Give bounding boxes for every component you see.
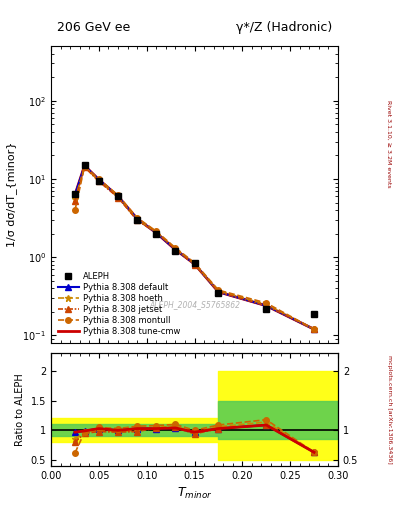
Line: Pythia 8.308 hoeth: Pythia 8.308 hoeth bbox=[72, 163, 318, 333]
Pythia 8.308 tune-cmw bbox=[264, 303, 269, 309]
Pythia 8.308 montull bbox=[173, 245, 178, 251]
Pythia 8.308 default bbox=[116, 193, 120, 199]
Line: ALEPH: ALEPH bbox=[72, 162, 318, 317]
Pythia 8.308 montull bbox=[116, 192, 120, 198]
Pythia 8.308 hoeth bbox=[216, 288, 221, 294]
ALEPH bbox=[264, 306, 269, 312]
Pythia 8.308 jetset bbox=[154, 229, 159, 236]
Pythia 8.308 montull bbox=[264, 300, 269, 306]
ALEPH bbox=[312, 311, 316, 317]
Text: γ*/Z (Hadronic): γ*/Z (Hadronic) bbox=[236, 21, 332, 34]
ALEPH bbox=[192, 260, 197, 266]
Pythia 8.308 tune-cmw bbox=[97, 177, 101, 183]
Line: Pythia 8.308 jetset: Pythia 8.308 jetset bbox=[72, 164, 317, 332]
Pythia 8.308 hoeth bbox=[173, 246, 178, 252]
Pythia 8.308 default bbox=[97, 177, 101, 183]
Pythia 8.308 montull bbox=[216, 287, 221, 293]
Pythia 8.308 jetset bbox=[192, 262, 197, 268]
Pythia 8.308 montull bbox=[135, 215, 140, 221]
Pythia 8.308 tune-cmw bbox=[154, 230, 159, 236]
Pythia 8.308 tune-cmw bbox=[82, 163, 87, 169]
Line: Pythia 8.308 montull: Pythia 8.308 montull bbox=[72, 164, 317, 332]
X-axis label: $T_{minor}$: $T_{minor}$ bbox=[177, 486, 212, 501]
Pythia 8.308 tune-cmw bbox=[116, 193, 120, 199]
Pythia 8.308 default bbox=[154, 230, 159, 236]
Line: Pythia 8.308 default: Pythia 8.308 default bbox=[72, 163, 317, 332]
Pythia 8.308 hoeth bbox=[192, 261, 197, 267]
Pythia 8.308 tune-cmw bbox=[216, 289, 221, 295]
Pythia 8.308 hoeth bbox=[116, 194, 120, 200]
Pythia 8.308 hoeth bbox=[97, 178, 101, 184]
Pythia 8.308 jetset bbox=[82, 164, 87, 170]
Pythia 8.308 hoeth bbox=[82, 163, 87, 169]
Pythia 8.308 default bbox=[173, 247, 178, 253]
ALEPH bbox=[97, 178, 101, 184]
ALEPH bbox=[173, 248, 178, 254]
Pythia 8.308 hoeth bbox=[312, 326, 316, 332]
Text: Rivet 3.1.10, ≥ 3.2M events: Rivet 3.1.10, ≥ 3.2M events bbox=[387, 99, 391, 187]
Pythia 8.308 montull bbox=[154, 228, 159, 234]
Y-axis label: Ratio to ALEPH: Ratio to ALEPH bbox=[15, 373, 25, 446]
Pythia 8.308 default bbox=[192, 261, 197, 267]
Pythia 8.308 jetset bbox=[312, 326, 316, 332]
Pythia 8.308 montull bbox=[97, 176, 101, 182]
Pythia 8.308 tune-cmw bbox=[73, 191, 77, 198]
Line: Pythia 8.308 tune-cmw: Pythia 8.308 tune-cmw bbox=[75, 166, 314, 329]
Pythia 8.308 montull bbox=[312, 326, 316, 332]
Pythia 8.308 jetset bbox=[216, 289, 221, 295]
Legend: ALEPH, Pythia 8.308 default, Pythia 8.308 hoeth, Pythia 8.308 jetset, Pythia 8.3: ALEPH, Pythia 8.308 default, Pythia 8.30… bbox=[55, 269, 183, 339]
Pythia 8.308 tune-cmw bbox=[135, 216, 140, 222]
Pythia 8.308 default bbox=[82, 163, 87, 169]
ALEPH bbox=[73, 190, 77, 197]
Pythia 8.308 hoeth bbox=[73, 196, 77, 202]
Pythia 8.308 jetset bbox=[116, 195, 120, 201]
Pythia 8.308 jetset bbox=[97, 178, 101, 184]
ALEPH bbox=[154, 230, 159, 237]
Pythia 8.308 jetset bbox=[173, 246, 178, 252]
Pythia 8.308 default bbox=[73, 191, 77, 198]
Pythia 8.308 jetset bbox=[264, 303, 269, 309]
ALEPH bbox=[216, 290, 221, 296]
Pythia 8.308 jetset bbox=[73, 198, 77, 204]
Pythia 8.308 default bbox=[312, 326, 316, 332]
Y-axis label: 1/σ dσ/dT_{minor}: 1/σ dσ/dT_{minor} bbox=[6, 142, 17, 247]
Pythia 8.308 montull bbox=[82, 163, 87, 169]
Pythia 8.308 hoeth bbox=[135, 217, 140, 223]
Pythia 8.308 default bbox=[135, 216, 140, 222]
Pythia 8.308 tune-cmw bbox=[192, 261, 197, 267]
Pythia 8.308 montull bbox=[192, 260, 197, 266]
Pythia 8.308 montull bbox=[73, 207, 77, 213]
Pythia 8.308 hoeth bbox=[154, 229, 159, 235]
Pythia 8.308 default bbox=[264, 303, 269, 309]
Text: mcplots.cern.ch [arXiv:1306.3436]: mcplots.cern.ch [arXiv:1306.3436] bbox=[387, 355, 391, 464]
Text: 206 GeV ee: 206 GeV ee bbox=[57, 21, 130, 34]
Text: ALEPH_2004_S5765862: ALEPH_2004_S5765862 bbox=[149, 300, 240, 309]
Pythia 8.308 jetset bbox=[135, 218, 140, 224]
ALEPH bbox=[82, 162, 87, 168]
Pythia 8.308 default bbox=[216, 289, 221, 295]
Pythia 8.308 tune-cmw bbox=[173, 247, 178, 253]
ALEPH bbox=[116, 193, 120, 199]
Pythia 8.308 hoeth bbox=[264, 301, 269, 307]
ALEPH bbox=[135, 217, 140, 223]
Pythia 8.308 tune-cmw bbox=[312, 326, 316, 332]
